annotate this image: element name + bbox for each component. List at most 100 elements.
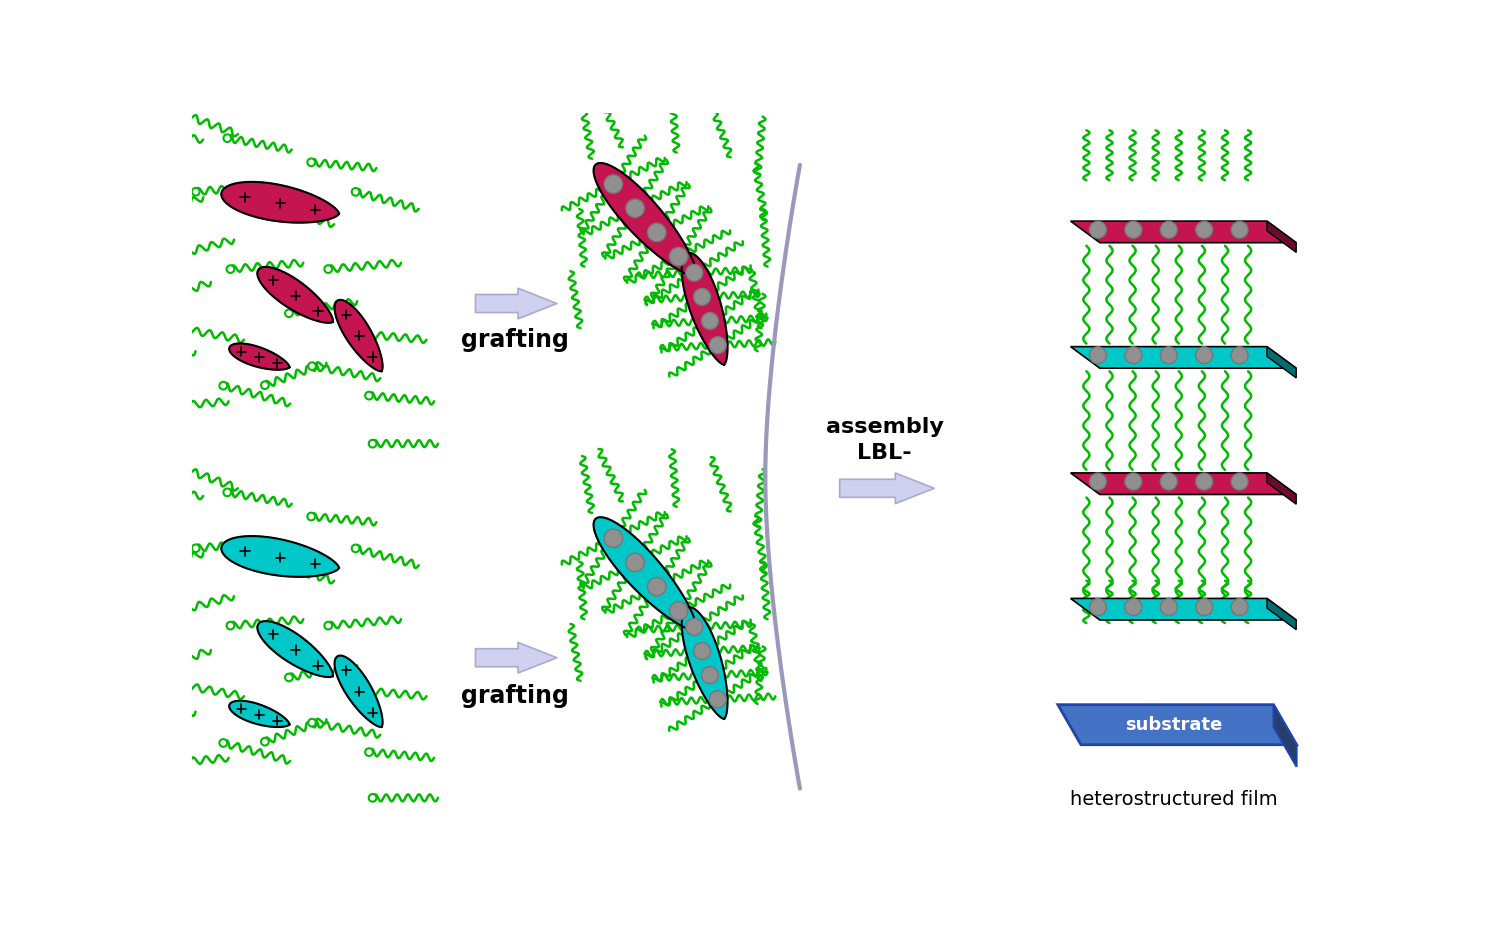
Circle shape <box>1231 347 1247 364</box>
Polygon shape <box>1273 704 1297 766</box>
Circle shape <box>147 761 156 768</box>
Text: assembly: assembly <box>825 416 944 437</box>
Circle shape <box>227 622 234 629</box>
Circle shape <box>1160 598 1177 615</box>
Polygon shape <box>335 300 383 371</box>
Circle shape <box>308 362 316 370</box>
Circle shape <box>685 618 703 635</box>
Circle shape <box>352 545 359 552</box>
Polygon shape <box>682 607 727 719</box>
Circle shape <box>126 576 135 583</box>
Circle shape <box>368 794 376 802</box>
Circle shape <box>192 188 200 196</box>
Polygon shape <box>1267 473 1296 505</box>
FancyArrowPatch shape <box>475 288 558 319</box>
Polygon shape <box>228 701 290 727</box>
Circle shape <box>262 382 269 389</box>
Circle shape <box>308 719 316 727</box>
FancyArrowPatch shape <box>475 643 558 673</box>
Circle shape <box>1196 347 1213 364</box>
Circle shape <box>227 265 234 273</box>
Text: grafting: grafting <box>461 327 570 352</box>
Circle shape <box>604 529 622 548</box>
Text: substrate: substrate <box>1124 716 1222 734</box>
Text: LBL-: LBL- <box>857 443 912 462</box>
Circle shape <box>147 404 156 412</box>
Polygon shape <box>594 163 697 277</box>
Circle shape <box>286 310 293 317</box>
Circle shape <box>224 489 231 496</box>
Circle shape <box>325 622 332 629</box>
Circle shape <box>1124 473 1142 490</box>
Polygon shape <box>221 537 340 577</box>
Circle shape <box>1124 221 1142 238</box>
Circle shape <box>648 223 666 242</box>
Circle shape <box>224 134 231 142</box>
Polygon shape <box>1070 221 1296 243</box>
Circle shape <box>120 727 129 734</box>
Circle shape <box>308 513 316 521</box>
Circle shape <box>1196 473 1213 490</box>
Circle shape <box>1090 598 1106 615</box>
Circle shape <box>648 578 666 596</box>
Circle shape <box>156 256 164 264</box>
Polygon shape <box>257 267 334 323</box>
Circle shape <box>263 203 271 210</box>
Circle shape <box>135 673 143 680</box>
Polygon shape <box>1267 221 1296 252</box>
Circle shape <box>165 460 173 467</box>
Circle shape <box>1196 598 1213 615</box>
Circle shape <box>1160 221 1177 238</box>
Polygon shape <box>257 621 334 677</box>
Circle shape <box>1231 598 1247 615</box>
Circle shape <box>286 673 293 681</box>
Circle shape <box>1160 347 1177 364</box>
Polygon shape <box>1070 598 1296 620</box>
Circle shape <box>263 559 271 567</box>
Circle shape <box>350 686 358 694</box>
Circle shape <box>368 440 376 447</box>
Circle shape <box>1090 221 1106 238</box>
Circle shape <box>709 337 726 354</box>
Circle shape <box>709 690 726 708</box>
Circle shape <box>219 382 227 389</box>
Circle shape <box>126 219 135 227</box>
Circle shape <box>350 329 358 337</box>
Circle shape <box>604 174 622 193</box>
Circle shape <box>1231 473 1247 490</box>
Polygon shape <box>335 656 383 727</box>
Circle shape <box>325 265 332 273</box>
Polygon shape <box>221 182 340 222</box>
Circle shape <box>1124 598 1142 615</box>
Circle shape <box>669 248 688 265</box>
Text: heterostructured film: heterostructured film <box>1070 790 1278 809</box>
FancyArrowPatch shape <box>840 473 935 504</box>
Circle shape <box>365 392 373 400</box>
Polygon shape <box>1070 473 1296 494</box>
Circle shape <box>219 739 227 747</box>
Circle shape <box>164 679 171 687</box>
Circle shape <box>192 544 200 552</box>
Circle shape <box>1124 347 1142 364</box>
Circle shape <box>352 188 359 196</box>
Circle shape <box>262 738 269 746</box>
Circle shape <box>669 601 688 620</box>
Polygon shape <box>1267 347 1296 378</box>
Polygon shape <box>682 253 727 365</box>
Circle shape <box>702 667 718 684</box>
Circle shape <box>1160 473 1177 490</box>
Circle shape <box>365 749 373 756</box>
Circle shape <box>120 367 129 374</box>
Polygon shape <box>1267 598 1296 629</box>
Circle shape <box>702 312 718 329</box>
Circle shape <box>625 199 645 218</box>
Circle shape <box>123 129 131 137</box>
Circle shape <box>1090 473 1106 490</box>
Circle shape <box>625 553 645 572</box>
Circle shape <box>164 323 171 330</box>
Circle shape <box>685 265 703 281</box>
Circle shape <box>165 105 173 113</box>
Circle shape <box>135 305 143 312</box>
Circle shape <box>156 613 164 620</box>
Polygon shape <box>1070 347 1296 369</box>
